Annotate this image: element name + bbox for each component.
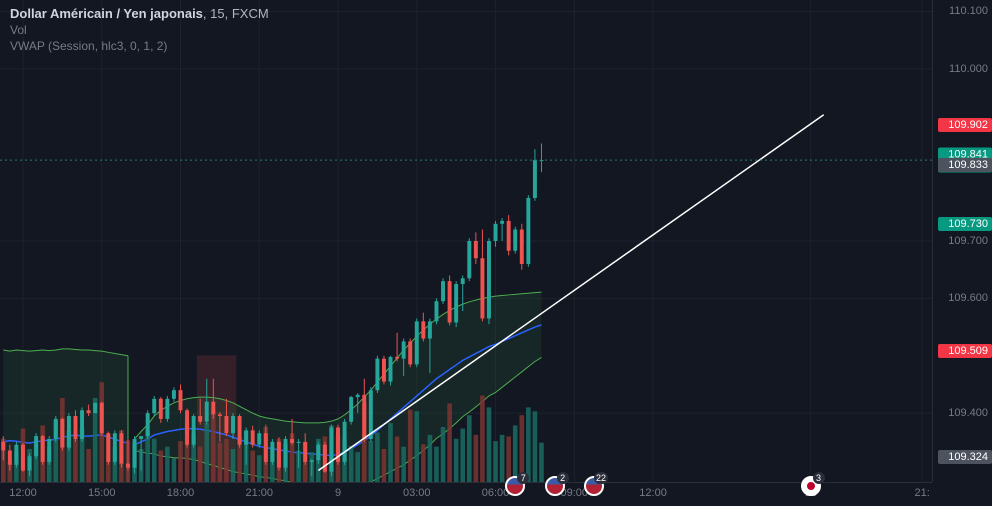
indicator-vol[interactable]: Vol bbox=[10, 22, 269, 38]
event-badge[interactable]: 3 bbox=[801, 476, 821, 496]
x-tick-label: 9 bbox=[335, 487, 341, 499]
y-tick-label: 110.100 bbox=[949, 5, 988, 17]
price-tag: 109.324 bbox=[938, 450, 992, 464]
y-tick-label: 110.000 bbox=[949, 63, 988, 75]
price-tag: 109.902 bbox=[938, 118, 992, 132]
symbol-title[interactable]: Dollar Américain / Yen japonais, 15, FXC… bbox=[10, 6, 269, 22]
price-tag: 109.833 bbox=[938, 158, 992, 172]
y-tick-label: 109.700 bbox=[948, 235, 988, 247]
event-badge[interactable]: 7 bbox=[505, 476, 525, 496]
price-tag: 109.730 bbox=[938, 217, 992, 231]
x-axis[interactable]: 12:0015:0018:0021:00903:0006:0009:0012:0… bbox=[0, 482, 932, 506]
x-tick-label: 21: bbox=[914, 487, 929, 499]
x-tick-label: 21:00 bbox=[245, 487, 273, 499]
x-tick-label: 12:00 bbox=[639, 487, 667, 499]
y-tick-label: 109.600 bbox=[948, 292, 988, 304]
price-tag: 109.509 bbox=[938, 344, 992, 358]
event-badge[interactable]: 2 bbox=[545, 476, 565, 496]
x-tick-label: 03:00 bbox=[403, 487, 431, 499]
y-tick-label: 109.400 bbox=[948, 407, 988, 419]
indicator-vwap[interactable]: VWAP (Session, hlc3, 0, 1, 2) bbox=[10, 38, 269, 54]
x-tick-label: 12:00 bbox=[9, 487, 37, 499]
x-tick-label: 15:00 bbox=[88, 487, 116, 499]
chart-header: Dollar Américain / Yen japonais, 15, FXC… bbox=[10, 6, 269, 54]
x-tick-label: 18:00 bbox=[167, 487, 195, 499]
chart-container[interactable]: Dollar Américain / Yen japonais, 15, FXC… bbox=[0, 0, 992, 506]
event-badge[interactable]: 22 bbox=[584, 476, 604, 496]
y-axis[interactable]: 110.100 110.000 109.700 109.600 109.400 109.9… bbox=[932, 0, 992, 482]
price-chart[interactable] bbox=[0, 0, 992, 506]
